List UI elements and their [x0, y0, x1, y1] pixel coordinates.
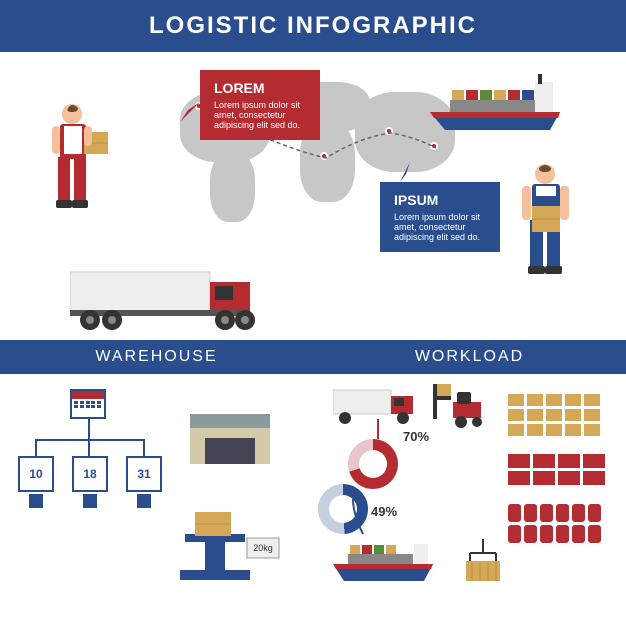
route-point — [320, 152, 328, 160]
main-header: LOGISTIC INFOGRAPHIC — [0, 0, 626, 52]
containers-grid — [508, 454, 605, 485]
date-box: 31 — [126, 456, 162, 492]
bottom-section: 10 18 31 20kg — [0, 374, 626, 624]
callout-ipsum: IPSUM Lorem ipsum dolor sit amet, consec… — [380, 182, 500, 252]
svg-text:20kg: 20kg — [253, 543, 273, 553]
callout-lorem: LOREM Lorem ipsum dolor sit amet, consec… — [200, 70, 320, 140]
weighing-scale-icon: 20kg — [175, 504, 285, 584]
truck-icon — [70, 262, 270, 332]
date-row: 10 18 31 — [18, 456, 162, 492]
callout-pointer — [400, 162, 424, 186]
crane-container-icon — [458, 539, 508, 589]
callout-lorem-title: LOREM — [214, 80, 306, 96]
date-box: 18 — [72, 456, 108, 492]
route-point — [385, 127, 393, 135]
date-box: 10 — [18, 456, 54, 492]
boxes-grid — [508, 394, 600, 436]
callout-pointer — [180, 102, 204, 126]
callout-lorem-body: Lorem ipsum dolor sit amet, consectetur … — [214, 100, 306, 130]
section-headers: WAREHOUSE WORKLOAD — [0, 340, 626, 374]
warehouse-panel: 10 18 31 20kg — [0, 374, 313, 624]
workload-connectors — [343, 414, 443, 564]
route-point — [430, 142, 438, 150]
callout-ipsum-title: IPSUM — [394, 192, 486, 208]
calendar-icon — [70, 389, 106, 419]
worker-right-icon — [510, 162, 580, 292]
map-section: LOREM Lorem ipsum dolor sit amet, consec… — [0, 52, 626, 340]
callout-ipsum-body: Lorem ipsum dolor sit amet, consectetur … — [394, 212, 486, 242]
warehouse-header: WAREHOUSE — [0, 340, 313, 374]
barrels-grid — [508, 504, 601, 543]
worker-left-icon — [40, 102, 110, 222]
cargo-ship-icon — [420, 72, 570, 132]
workload-panel: 70% 49% — [313, 374, 626, 624]
warehouse-building-icon — [190, 414, 270, 464]
workload-header: WORKLOAD — [313, 340, 626, 374]
